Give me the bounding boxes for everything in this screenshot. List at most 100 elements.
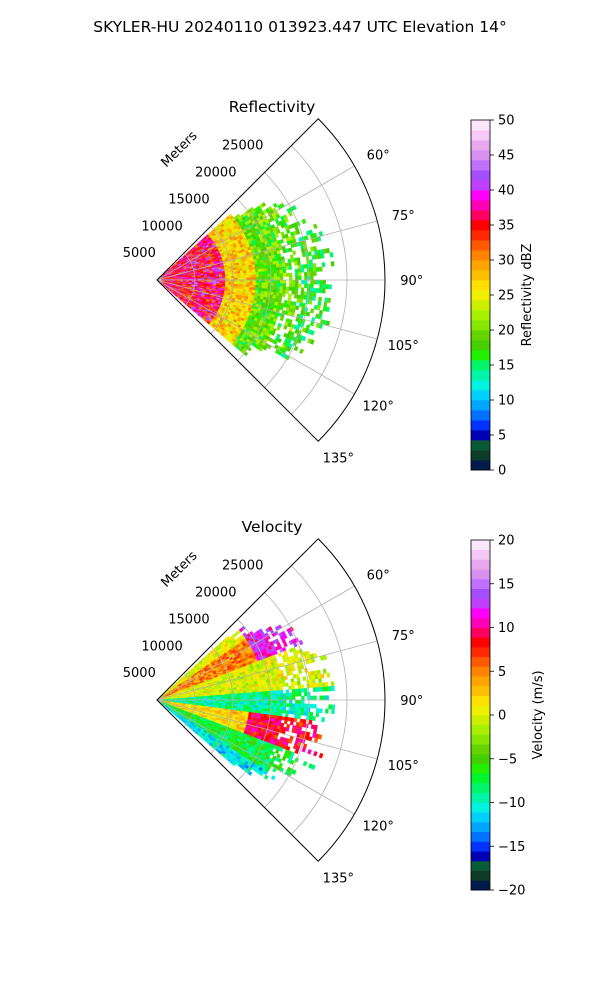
radar-gate xyxy=(309,711,314,717)
radar-gate xyxy=(272,292,277,296)
radar-gate xyxy=(282,273,287,277)
radar-gate xyxy=(273,282,278,287)
radar-gate xyxy=(262,345,268,351)
radar-gate xyxy=(288,211,294,217)
radar-gate xyxy=(293,714,298,719)
radar-gate xyxy=(288,286,293,291)
radar-gate xyxy=(264,282,269,286)
radar-gate xyxy=(283,642,288,648)
radar-gate xyxy=(285,286,290,291)
range-tick-label: 20000 xyxy=(195,166,236,181)
radar-gate xyxy=(249,282,253,286)
radar-gate xyxy=(298,348,305,354)
radar-gate xyxy=(289,276,293,281)
radar-gate xyxy=(291,710,296,715)
radar-gate xyxy=(275,712,280,717)
radar-gate xyxy=(309,287,314,293)
radar-gate xyxy=(318,682,323,688)
radar-gate xyxy=(273,270,278,275)
radar-gate xyxy=(249,287,253,291)
radar-gate xyxy=(291,283,296,288)
radar-gate xyxy=(312,267,317,272)
radar-gate xyxy=(294,703,299,708)
radar-gate xyxy=(294,287,299,292)
colorbar-cell xyxy=(471,300,490,311)
radar-gate xyxy=(285,289,289,294)
radar-gate xyxy=(316,305,321,311)
radar-gate xyxy=(307,251,312,257)
radar-gate xyxy=(270,276,275,281)
radar-gate xyxy=(261,691,265,695)
radar-gate xyxy=(291,692,296,697)
radar-gate xyxy=(279,709,283,714)
radar-gate xyxy=(309,308,315,314)
radar-gate xyxy=(218,694,223,697)
radar-gate xyxy=(325,284,329,290)
radar-gate xyxy=(249,694,253,698)
reflectivity-title: Reflectivity xyxy=(229,98,316,116)
radar-gate xyxy=(285,266,289,271)
radar-gate xyxy=(315,708,320,713)
radar-gate xyxy=(301,703,305,708)
radar-gate xyxy=(304,283,308,289)
radar-gate xyxy=(251,266,256,271)
radar-gate xyxy=(227,692,232,695)
radar-gate xyxy=(284,713,289,718)
radar-gate xyxy=(310,703,314,709)
radar-gate xyxy=(294,283,299,288)
colorbar-cell xyxy=(471,340,490,351)
radar-gate xyxy=(234,695,238,699)
colorbar-cell xyxy=(471,220,490,231)
colorbar-cell xyxy=(471,410,490,421)
radar-gate xyxy=(240,282,244,285)
radar-gate xyxy=(252,694,256,698)
radar-gate xyxy=(276,326,281,331)
radar-gate xyxy=(288,265,293,270)
radar-gate xyxy=(300,711,305,716)
radar-gate xyxy=(292,279,296,284)
radar-gate xyxy=(322,279,326,285)
radar-gate xyxy=(300,294,304,300)
radar-gate xyxy=(309,263,314,269)
radar-gate xyxy=(264,288,268,292)
radar-gate xyxy=(276,706,281,710)
radar-gate xyxy=(282,693,287,697)
radar-gate xyxy=(308,299,313,305)
colorbar-cell xyxy=(471,320,490,331)
radar-gate xyxy=(300,684,305,689)
radar-gate xyxy=(219,281,223,284)
radar-gate xyxy=(279,279,284,284)
radar-gate xyxy=(293,681,298,686)
radar-gate xyxy=(294,707,299,712)
radar-gate xyxy=(275,263,280,268)
radar-gate xyxy=(261,702,266,706)
radar-gate xyxy=(255,702,259,706)
radar-gate xyxy=(312,296,316,301)
radar-gate xyxy=(261,285,265,289)
radar-gate xyxy=(322,686,326,692)
radar-gate xyxy=(300,688,305,693)
radar-gate xyxy=(264,699,269,704)
colorbar-cell xyxy=(471,270,490,281)
radar-gate xyxy=(276,289,280,294)
colorbar-tick-label: 20 xyxy=(498,324,515,339)
radar-gate xyxy=(309,339,315,345)
angle-gridline xyxy=(156,165,355,281)
radar-gate xyxy=(219,701,223,704)
colorbar-tick-label: 30 xyxy=(498,254,515,269)
radar-gate xyxy=(289,671,294,676)
radar-gate xyxy=(300,707,305,712)
radar-gate xyxy=(276,693,281,698)
radar-gate xyxy=(264,694,269,698)
radar-gate xyxy=(245,267,250,271)
radar-gate xyxy=(292,696,296,701)
radar-gate xyxy=(303,688,308,693)
radar-gate xyxy=(273,276,278,281)
radar-gate xyxy=(255,694,259,698)
radar-gate xyxy=(329,252,334,258)
radar-gate xyxy=(237,695,241,699)
radar-gate xyxy=(294,749,299,755)
radar-gate xyxy=(291,205,297,211)
radar-gate xyxy=(313,724,318,730)
radar-gate xyxy=(277,338,283,344)
